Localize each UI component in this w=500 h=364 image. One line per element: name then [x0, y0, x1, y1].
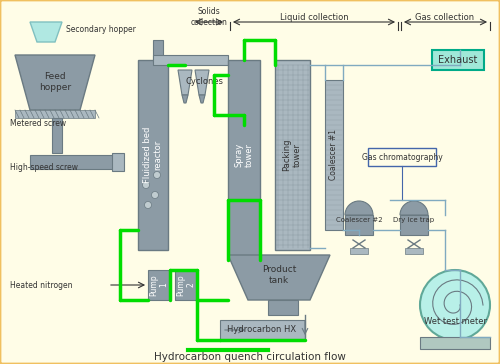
Bar	[345, 215, 373, 235]
Text: Dry ice trap: Dry ice trap	[394, 217, 434, 223]
Bar	[148, 270, 170, 300]
Bar	[175, 270, 197, 300]
Bar	[275, 60, 310, 250]
Bar	[30, 155, 115, 169]
Text: Gas collection: Gas collection	[416, 12, 474, 21]
Polygon shape	[30, 22, 62, 42]
Text: Coalescer #2: Coalescer #2	[336, 217, 382, 223]
Text: Exhaust: Exhaust	[438, 55, 478, 65]
Bar	[52, 118, 62, 153]
Text: High-speed screw: High-speed screw	[10, 162, 78, 171]
Text: Product
tank: Product tank	[262, 265, 296, 285]
Text: Pump
1: Pump 1	[150, 274, 169, 296]
Text: Pump
2: Pump 2	[176, 274, 196, 296]
Text: Liquid collection: Liquid collection	[280, 12, 348, 21]
Text: Wet test meter: Wet test meter	[424, 317, 486, 327]
Bar	[350, 248, 368, 254]
Polygon shape	[195, 70, 209, 95]
Text: Hydrocarbon HX: Hydrocarbon HX	[228, 325, 296, 335]
Text: Heated nitrogen: Heated nitrogen	[10, 281, 72, 289]
Text: Hydrocarbon quench circulation flow: Hydrocarbon quench circulation flow	[154, 352, 346, 362]
Bar	[220, 320, 305, 340]
Polygon shape	[182, 95, 188, 103]
Wedge shape	[345, 201, 373, 215]
Circle shape	[142, 182, 150, 189]
Bar	[153, 40, 163, 62]
Polygon shape	[15, 55, 95, 110]
Text: Coalescer #1: Coalescer #1	[330, 130, 338, 181]
Bar	[432, 50, 484, 70]
Text: Secondary hopper: Secondary hopper	[66, 25, 136, 35]
Bar	[400, 215, 428, 235]
Text: Feed
hopper: Feed hopper	[39, 72, 71, 92]
Circle shape	[420, 270, 490, 340]
Text: Cyclones: Cyclones	[185, 78, 223, 87]
Text: Metered screw: Metered screw	[10, 119, 66, 127]
Text: Fluidized bed
reactor: Fluidized bed reactor	[144, 127, 163, 183]
Bar	[368, 148, 436, 166]
Bar	[405, 248, 423, 254]
Text: Packing
tower: Packing tower	[282, 139, 302, 171]
Bar	[420, 337, 490, 349]
Bar	[138, 60, 168, 250]
Bar	[228, 60, 260, 260]
Circle shape	[144, 202, 152, 209]
Bar	[325, 80, 343, 230]
Circle shape	[152, 191, 158, 198]
Text: Solids
collection: Solids collection	[190, 7, 228, 27]
Bar	[153, 55, 228, 65]
Wedge shape	[400, 201, 428, 215]
Bar	[268, 300, 298, 315]
Bar	[15, 110, 95, 118]
Polygon shape	[228, 255, 330, 300]
Text: Spray
tower: Spray tower	[234, 143, 254, 167]
Bar	[112, 153, 124, 171]
Polygon shape	[178, 70, 192, 95]
Circle shape	[154, 171, 160, 178]
Text: Gas chromatography: Gas chromatography	[362, 153, 442, 162]
Polygon shape	[199, 95, 205, 103]
